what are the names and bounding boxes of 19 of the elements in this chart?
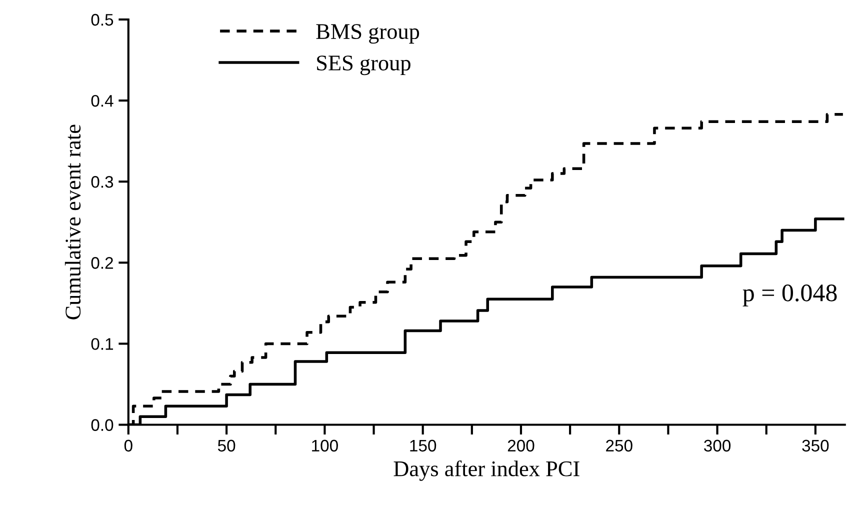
x-axis-title: Days after index PCI [394, 460, 580, 481]
y-tick-label: 0.4 [91, 94, 114, 107]
legend-label: SES group [317, 56, 410, 76]
legend-label: BMS group [316, 24, 420, 44]
x-tick-label: 150 [410, 440, 436, 452]
x-tick-label: 350 [802, 440, 829, 452]
y-tick-label: 0.1 [91, 338, 114, 350]
y-tick-label: 0.3 [91, 176, 114, 188]
x-tick-label: 200 [508, 440, 534, 452]
y-tick-label: 0.0 [91, 419, 114, 431]
y-axis-title: Cumulative event rate [64, 124, 81, 320]
x-tick-label: 50 [218, 440, 236, 452]
annotation: p = 0.048 [742, 284, 837, 306]
x-tick-label: 100 [312, 440, 338, 452]
x-tick-label: 250 [606, 440, 632, 452]
x-tick-label: 0 [124, 440, 132, 452]
y-tick-label: 0.2 [91, 257, 113, 269]
x-tick-label: 300 [704, 440, 731, 452]
y-tick-label: 0.5 [91, 14, 114, 26]
